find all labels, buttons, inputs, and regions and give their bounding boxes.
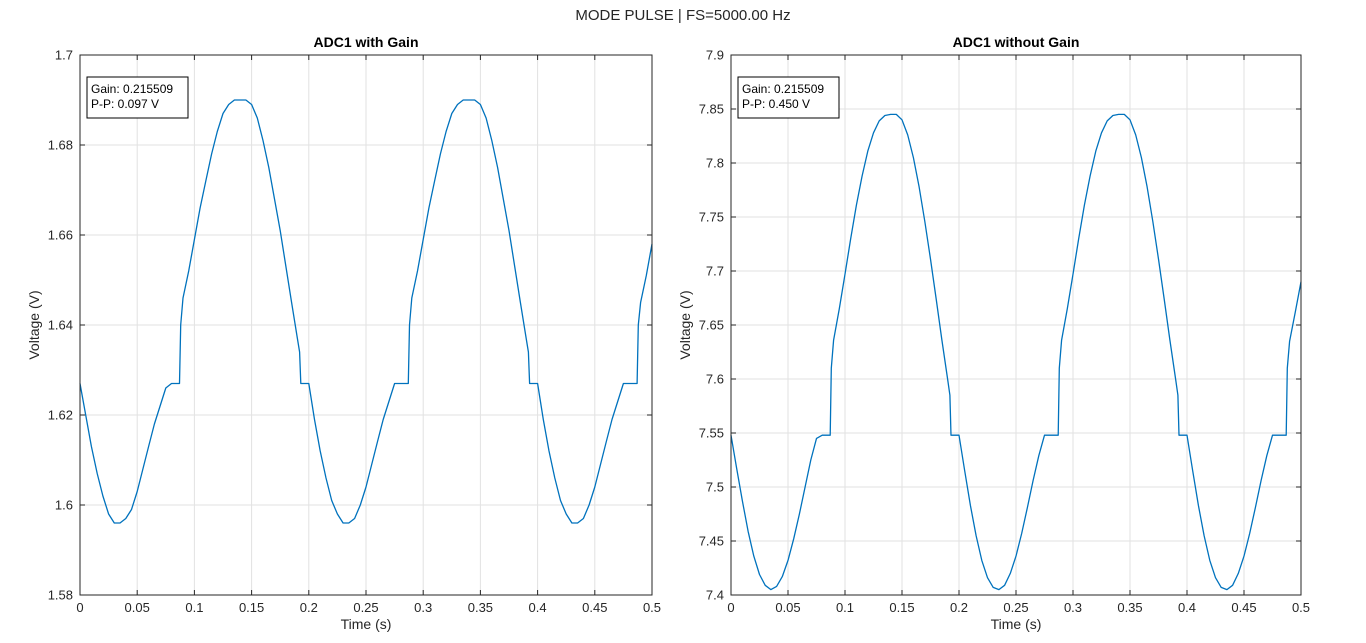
x-tick-label: 0.25: [353, 600, 378, 615]
annotation-line: P-P: 0.450 V: [742, 97, 810, 111]
x-tick-label: 0.3: [1064, 600, 1082, 615]
x-tick-label: 0.4: [1178, 600, 1196, 615]
chart-title: ADC1 with Gain: [313, 34, 418, 50]
x-tick-label: 0.45: [582, 600, 607, 615]
x-tick-label: 0.05: [125, 600, 150, 615]
y-tick-label: 7.45: [699, 534, 724, 549]
y-tick-label: 7.4: [706, 588, 724, 603]
x-tick-label: 0.1: [836, 600, 854, 615]
x-tick-label: 0.05: [775, 600, 800, 615]
y-tick-label: 1.62: [48, 408, 73, 423]
y-tick-label: 1.68: [48, 138, 73, 153]
x-axis: 0 0.05 0.1 0.15 0.2 0.25 0.3 0.35 0.4 0.45 0.5: [727, 55, 1310, 615]
x-tick-label: 0.15: [889, 600, 914, 615]
x-tick-label: 0: [76, 600, 83, 615]
y-tick-label: 7.75: [699, 210, 724, 225]
annotation-border: [86, 76, 189, 119]
y-tick-label: 1.64: [48, 318, 73, 333]
y-tick-label: 7.55: [699, 426, 724, 441]
annotation-line: Gain: 0.215509: [742, 82, 824, 96]
y-tick-label: 7.6: [706, 372, 724, 387]
x-tick-label: 0.2: [950, 600, 968, 615]
annotation-line: Gain: 0.215509: [91, 82, 173, 96]
x-tick-label: 0.5: [643, 600, 661, 615]
x-axis: 0 0.05 0.1 0.15 0.2 0.25 0.3 0.35 0.4 0.45 0.5: [76, 55, 661, 615]
y-tick-label: 7.5: [706, 480, 724, 495]
y-tick-label: 7.8: [706, 156, 724, 171]
chart-title: ADC1 without Gain: [953, 34, 1080, 50]
y-axis-label: Voltage (V): [26, 290, 42, 359]
y-tick-label: 7.85: [699, 102, 724, 117]
x-tick-label: 0: [727, 600, 734, 615]
y-tick-label: 7.9: [706, 48, 724, 63]
y-tick-label: 1.58: [48, 588, 73, 603]
y-tick-label: 1.7: [55, 48, 73, 63]
series-line-0: [730, 113, 1302, 591]
y-tick-label: 1.66: [48, 228, 73, 243]
x-tick-label: 0.25: [1003, 600, 1028, 615]
y-axis: 1.58 1.6 1.62 1.64 1.66 1.68 1.7: [48, 48, 652, 603]
x-axis-label: Time (s): [341, 616, 392, 632]
x-tick-label: 0.3: [414, 600, 432, 615]
y-tick-label: 7.7: [706, 264, 724, 279]
y-axis-label: Voltage (V): [677, 290, 693, 359]
y-tick-label: 1.6: [55, 498, 73, 513]
annotation-line: P-P: 0.097 V: [91, 97, 159, 111]
x-tick-label: 0.35: [1117, 600, 1142, 615]
figure-suptitle: MODE PULSE | FS=5000.00 Hz: [575, 7, 791, 24]
x-tick-label: 0.5: [1292, 600, 1310, 615]
series-line-0: [79, 99, 653, 524]
x-tick-label: 0.45: [1231, 600, 1256, 615]
x-tick-label: 0.15: [239, 600, 264, 615]
x-tick-label: 0.35: [468, 600, 493, 615]
x-tick-label: 0.2: [300, 600, 318, 615]
y-tick-label: 7.65: [699, 318, 724, 333]
x-tick-label: 0.1: [185, 600, 203, 615]
x-tick-label: 0.4: [529, 600, 547, 615]
y-axis: 7.4 7.45 7.5 7.55 7.6 7.65 7.7 7.75 7.8 7.85 7.9: [699, 48, 1301, 603]
annotation-border: [737, 76, 840, 119]
x-axis-label: Time (s): [991, 616, 1042, 632]
